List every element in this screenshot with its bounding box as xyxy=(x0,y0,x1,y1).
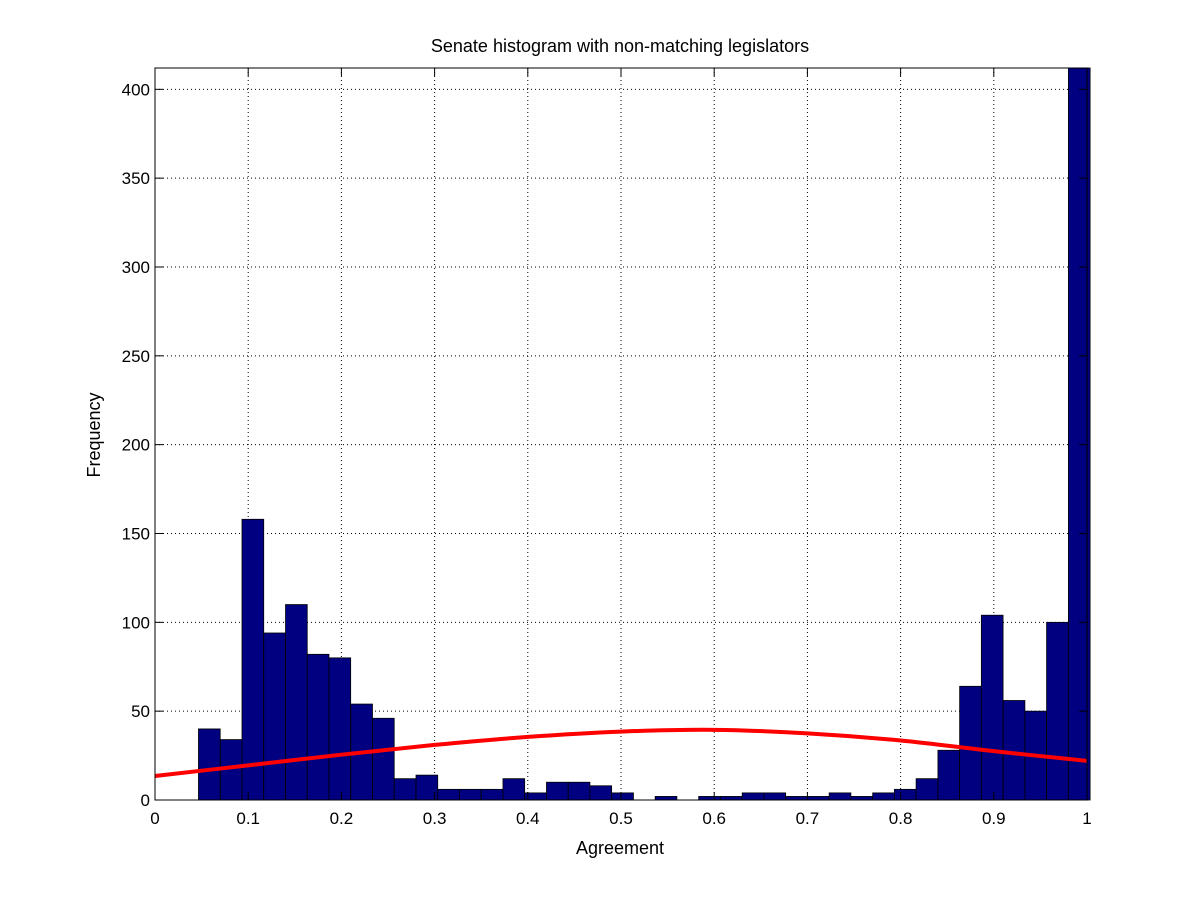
histogram-bars xyxy=(198,67,1091,801)
histogram-bar xyxy=(850,796,873,801)
y-tick-label: 150 xyxy=(122,524,150,543)
histogram-bar xyxy=(894,788,917,801)
histogram-bar xyxy=(459,788,482,801)
histogram-bar xyxy=(980,614,1004,801)
histogram-bar xyxy=(285,604,308,801)
y-tick-label: 50 xyxy=(131,702,150,721)
chart-title: Senate histogram with non-matching legis… xyxy=(431,36,809,56)
x-tick-labels: 0 0.1 0.2 0.3 0.4 0.5 0.6 0.7 0.8 0.9 1 xyxy=(150,809,1091,828)
x-tick-label: 0.1 xyxy=(236,809,260,828)
y-tick-label: 300 xyxy=(122,258,150,277)
fit-curve-layer xyxy=(154,727,1088,779)
histogram-bar xyxy=(1046,621,1069,801)
x-tick-label: 0.3 xyxy=(423,809,447,828)
x-tick-label: 0 xyxy=(150,809,159,828)
histogram-bar xyxy=(198,728,221,801)
axis-ticks xyxy=(154,68,1088,801)
histogram-bar xyxy=(719,796,743,801)
histogram-bar xyxy=(241,518,265,801)
y-tick-label: 0 xyxy=(141,791,150,810)
histogram-bar xyxy=(372,717,395,801)
histogram-bar xyxy=(480,788,504,801)
x-tick-label: 0.8 xyxy=(889,809,913,828)
x-tick-label: 0.9 xyxy=(982,809,1006,828)
y-tick-label: 400 xyxy=(122,80,150,99)
histogram-bar xyxy=(741,792,765,801)
fit-curve xyxy=(154,727,1088,779)
y-tick-label: 100 xyxy=(122,613,150,632)
histogram-bar xyxy=(546,781,569,801)
x-tick-label: 0.2 xyxy=(330,809,354,828)
y-tick-label: 250 xyxy=(122,347,150,366)
x-tick-label: 0.7 xyxy=(796,809,820,828)
y-tick-labels: 0 50 100 150 200 250 300 350 400 xyxy=(122,80,150,810)
histogram-bar xyxy=(785,796,808,801)
y-axis-title: Frequency xyxy=(84,392,104,477)
x-tick-label: 0.5 xyxy=(609,809,633,828)
x-tick-label: 0.4 xyxy=(516,809,540,828)
x-tick-label: 1 xyxy=(1082,809,1091,828)
histogram-bar xyxy=(698,796,721,801)
y-tick-label: 200 xyxy=(122,436,150,455)
histogram-bar xyxy=(654,796,678,801)
histogram-bar xyxy=(611,792,634,801)
histogram-bar xyxy=(937,749,961,801)
histogram-bar xyxy=(872,792,895,801)
histogram-bar xyxy=(306,653,330,801)
histogram-bar xyxy=(393,778,417,801)
histogram-bar xyxy=(1002,700,1026,801)
grid xyxy=(155,68,1087,800)
histogram-bar xyxy=(437,788,460,801)
histogram-bar xyxy=(502,778,526,801)
x-tick-label: 0.6 xyxy=(702,809,726,828)
histogram-bar xyxy=(567,781,591,801)
histogram-bar xyxy=(828,792,852,801)
histogram-bar xyxy=(807,796,830,801)
histogram-bar xyxy=(263,632,286,801)
histogram-bar xyxy=(589,785,613,801)
x-axis-title: Agreement xyxy=(576,838,664,858)
histogram-bar xyxy=(328,657,352,801)
histogram-bar xyxy=(915,778,939,801)
y-tick-label: 350 xyxy=(122,169,150,188)
histogram-bar xyxy=(959,685,982,801)
histogram-bar xyxy=(763,792,787,801)
